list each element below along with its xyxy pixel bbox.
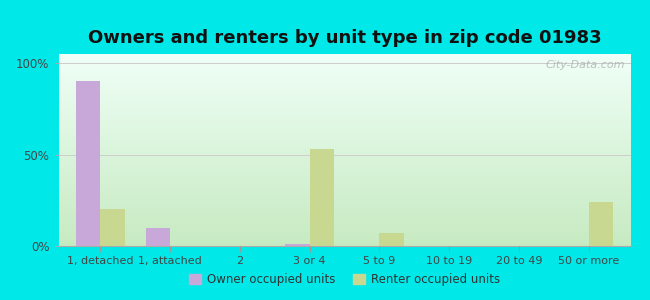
Bar [76,81,100,246]
Bar [309,149,334,246]
Bar [100,209,125,246]
Bar [285,244,309,246]
Title: Owners and renters by unit type in zip code 01983: Owners and renters by unit type in zip c… [88,29,601,47]
Bar [146,228,170,246]
Bar [380,233,404,246]
Legend: Owner occupied units, Renter occupied units: Owner occupied units, Renter occupied un… [185,269,504,291]
Bar [589,202,613,246]
Text: City-Data.com: City-Data.com [545,60,625,70]
